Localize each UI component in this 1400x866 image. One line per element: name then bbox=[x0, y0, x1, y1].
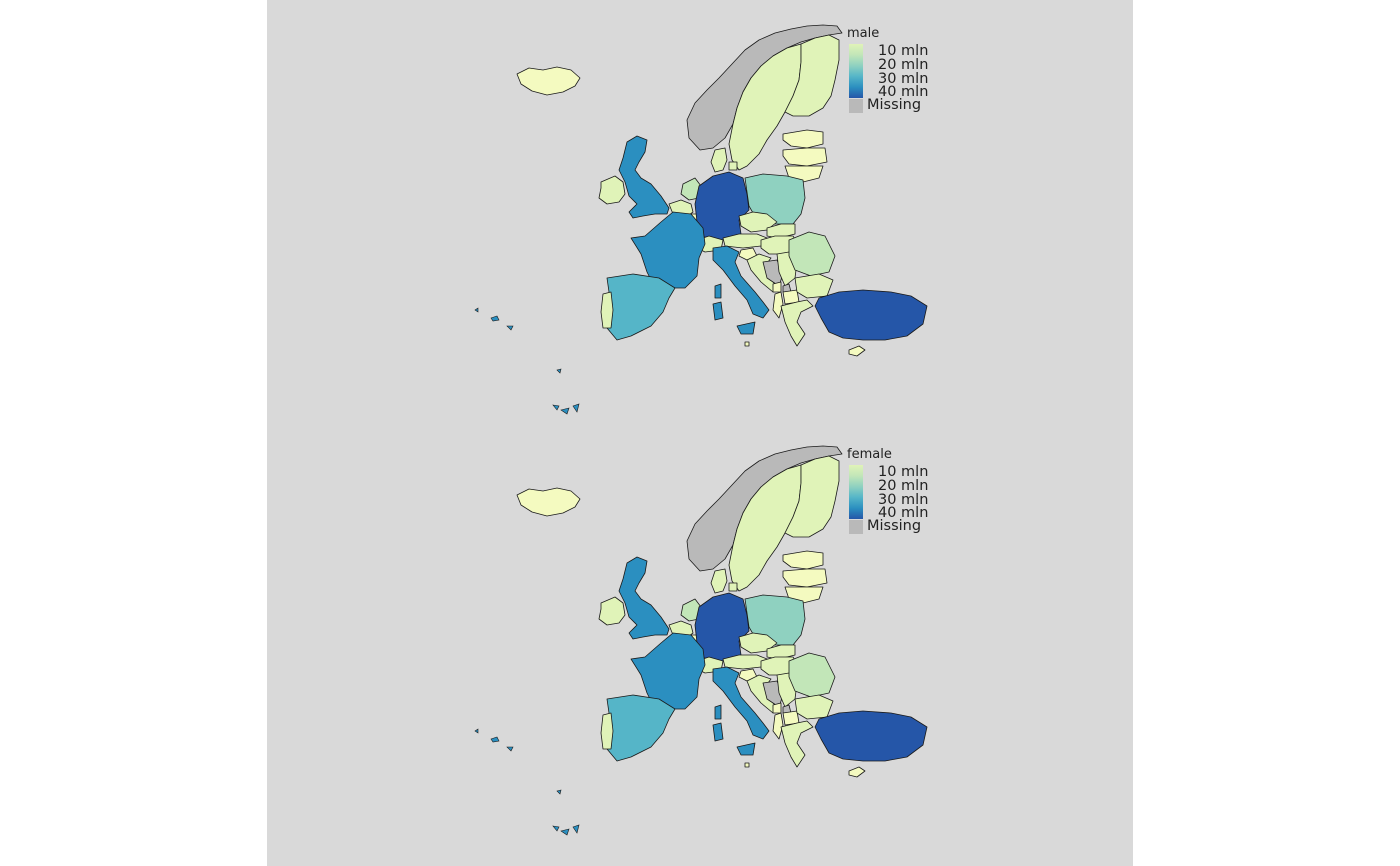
region-portugal bbox=[600, 712, 614, 750]
region-sardinia bbox=[712, 722, 724, 742]
region-denmark bbox=[710, 568, 738, 594]
region-austria bbox=[722, 654, 768, 670]
region-malta bbox=[744, 341, 750, 347]
island bbox=[506, 746, 514, 752]
legend-female: female 10 mln 20 mln 30 mln 40 mln Missi… bbox=[847, 447, 957, 537]
legend-label: 40 mln bbox=[878, 84, 929, 100]
island bbox=[560, 407, 570, 415]
map-panel-male: male 10 mln 20 mln 30 mln 40 mln Missing bbox=[267, 0, 1133, 433]
region-estonia bbox=[782, 129, 824, 149]
legend-title: male bbox=[847, 26, 880, 41]
region-finland bbox=[784, 455, 840, 538]
region-greece bbox=[780, 299, 814, 347]
region-corsica bbox=[714, 283, 722, 299]
legend-label: 10 mln bbox=[878, 464, 929, 480]
island bbox=[552, 404, 560, 411]
region-cyprus bbox=[848, 766, 866, 778]
region-estonia bbox=[782, 550, 824, 570]
legend-label: 20 mln bbox=[878, 57, 929, 73]
region-austria bbox=[722, 233, 768, 249]
island bbox=[572, 403, 580, 413]
region-albania bbox=[772, 291, 784, 319]
legend-label: 40 mln bbox=[878, 505, 929, 521]
legend-missing-swatch bbox=[849, 520, 863, 534]
region-turkey bbox=[814, 289, 928, 341]
legend-male: male 10 mln 20 mln 30 mln 40 mln Missing bbox=[847, 26, 957, 116]
region-sardinia bbox=[712, 301, 724, 321]
legend-color-bar bbox=[849, 465, 863, 519]
legend-label: 10 mln bbox=[878, 43, 929, 59]
legend-label: 30 mln bbox=[878, 492, 929, 508]
region-sicily bbox=[736, 321, 756, 335]
region-montenegro bbox=[772, 702, 782, 714]
legend-missing-label: Missing bbox=[867, 518, 922, 534]
island bbox=[490, 736, 500, 743]
region-italy bbox=[712, 666, 770, 740]
region-greece bbox=[780, 720, 814, 768]
island bbox=[474, 307, 479, 313]
island bbox=[556, 789, 562, 795]
island bbox=[474, 728, 479, 734]
region-italy bbox=[712, 245, 770, 319]
region-latvia bbox=[782, 568, 828, 588]
legend-missing-swatch bbox=[849, 99, 863, 113]
island bbox=[560, 828, 570, 836]
legend-label: 20 mln bbox=[878, 478, 929, 494]
region-portugal bbox=[600, 291, 614, 329]
region-france bbox=[630, 632, 706, 710]
region-czechia bbox=[738, 211, 778, 233]
region-sicily bbox=[736, 742, 756, 756]
region-united-kingdom bbox=[618, 135, 670, 219]
region-cyprus bbox=[848, 345, 866, 357]
region-bulgaria bbox=[794, 273, 834, 299]
region-turkey bbox=[814, 710, 928, 762]
region-finland bbox=[784, 34, 840, 117]
region-romania bbox=[788, 652, 836, 698]
region-slovakia bbox=[766, 644, 796, 660]
region-malta bbox=[744, 762, 750, 768]
island bbox=[552, 825, 560, 832]
region-denmark bbox=[710, 147, 738, 173]
island bbox=[506, 325, 514, 331]
region-france bbox=[630, 211, 706, 289]
region-united-kingdom bbox=[618, 556, 670, 640]
island bbox=[556, 368, 562, 374]
island bbox=[490, 315, 500, 322]
region-iceland bbox=[516, 66, 581, 96]
region-corsica bbox=[714, 704, 722, 720]
map-plot-area: male 10 mln 20 mln 30 mln 40 mln Missing… bbox=[267, 0, 1133, 866]
europe-map-male bbox=[267, 0, 1133, 433]
region-romania bbox=[788, 231, 836, 277]
europe-map-female bbox=[267, 421, 1133, 854]
region-ireland bbox=[598, 596, 626, 626]
region-czechia bbox=[738, 632, 778, 654]
legend-label: 30 mln bbox=[878, 71, 929, 87]
region-iceland bbox=[516, 487, 581, 517]
legend-title: female bbox=[847, 447, 892, 462]
region-bulgaria bbox=[794, 694, 834, 720]
legend-missing-label: Missing bbox=[867, 97, 922, 113]
region-montenegro bbox=[772, 281, 782, 293]
region-albania bbox=[772, 712, 784, 740]
region-latvia bbox=[782, 147, 828, 167]
region-ireland bbox=[598, 175, 626, 205]
island bbox=[572, 824, 580, 834]
legend-color-bar bbox=[849, 44, 863, 98]
region-slovakia bbox=[766, 223, 796, 239]
map-panel-female: female 10 mln 20 mln 30 mln 40 mln Missi… bbox=[267, 421, 1133, 854]
